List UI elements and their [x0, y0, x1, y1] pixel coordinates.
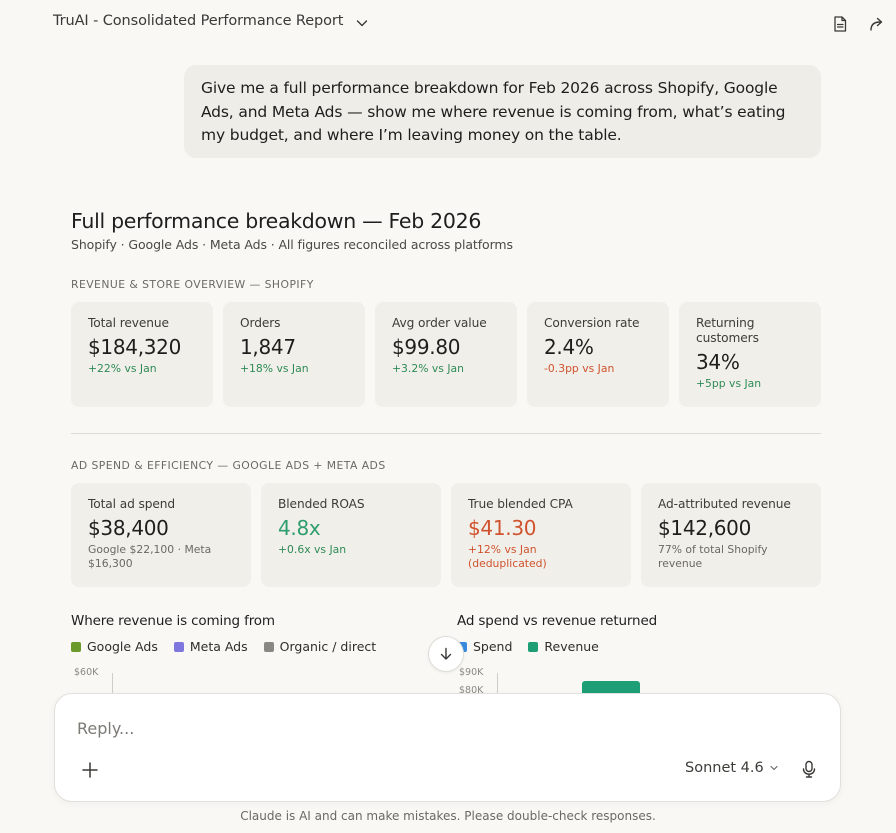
metric-delta: 77% of total Shopify revenue [658, 543, 768, 570]
metric-delta: +0.6x vs Jan [278, 543, 347, 556]
chevron-down-icon [770, 765, 778, 771]
model-name: Sonnet 4.6 [685, 760, 764, 776]
metric-label: True blended CPA [468, 497, 573, 511]
metric-value: 4.8x [278, 516, 321, 540]
metric-label: Avg order value [392, 316, 487, 330]
metric-card-blended-cpa: True blended CPA $41.30 +12% vs Jan (ded… [451, 483, 631, 587]
metric-card-total-ad-spend: Total ad spend $38,400 Google $22,100 · … [71, 483, 251, 587]
metric-delta: +12% vs Jan (deduplicated) [468, 543, 547, 570]
section-divider [71, 433, 821, 434]
legend-item-organic-direct: Organic / direct [263, 639, 377, 654]
arrow-down-icon [440, 647, 452, 660]
reply-input[interactable]: Reply... [77, 719, 135, 738]
user-message: Give me a full performance breakdown for… [184, 65, 821, 158]
metric-label: Orders [240, 316, 281, 330]
reply-composer[interactable]: Reply... Sonnet 4.6 [54, 693, 841, 802]
section-label-revenue: REVENUE & STORE OVERVIEW — SHOPIFY [71, 278, 314, 291]
chevron-down-icon[interactable] [355, 16, 369, 30]
legend-item-revenue: Revenue [528, 639, 599, 654]
metric-value: $142,600 [658, 516, 752, 540]
metric-value: 2.4% [544, 335, 594, 359]
microphone-icon[interactable] [799, 759, 819, 779]
top-bar: TruAI - Consolidated Performance Report [0, 0, 896, 46]
model-selector[interactable]: Sonnet 4.6 [685, 760, 780, 776]
metric-card-conversion-rate: Conversion rate 2.4% -0.3pp vs Jan [527, 302, 669, 407]
metric-delta: +22% vs Jan [88, 362, 157, 375]
y-axis-tick: $80K [459, 685, 484, 696]
metric-card-orders: Orders 1,847 +18% vs Jan [223, 302, 365, 407]
legend-item-meta-ads: Meta Ads [173, 639, 248, 654]
y-axis-line [497, 673, 498, 695]
metric-card-returning-customers: Returning customers 34% +5pp vs Jan [679, 302, 821, 407]
metric-card-aov: Avg order value $99.80 +3.2% vs Jan [375, 302, 517, 407]
legend-item-google-ads: Google Ads [71, 639, 158, 654]
legend-swatch [173, 641, 184, 652]
disclaimer-footer: Claude is AI and can make mistakes. Plea… [240, 809, 656, 823]
scroll-to-bottom-button[interactable] [428, 636, 464, 672]
legend-swatch [263, 641, 274, 652]
metric-label: Conversion rate [544, 316, 640, 330]
metric-value: $184,320 [88, 335, 182, 359]
metric-card-blended-roas: Blended ROAS 4.8x +0.6x vs Jan [261, 483, 441, 587]
plus-icon[interactable] [80, 760, 100, 780]
revenue-bar [582, 681, 640, 695]
y-axis-line [112, 673, 113, 695]
section-label-ad-spend: AD SPEND & EFFICIENCY — GOOGLE ADS + MET… [71, 459, 386, 472]
conversation-title[interactable]: TruAI - Consolidated Performance Report [53, 13, 344, 29]
chart-legend-spend-vs-revenue: Spend Revenue [457, 639, 615, 654]
metric-label: Total revenue [88, 316, 169, 330]
metric-card-total-revenue: Total revenue $184,320 +22% vs Jan [71, 302, 213, 407]
metric-delta: +18% vs Jan [240, 362, 309, 375]
share-icon[interactable] [868, 15, 886, 33]
metric-delta: +5pp vs Jan [696, 377, 762, 390]
chart-legend-revenue-sources: Google Ads Meta Ads Organic / direct [71, 639, 392, 654]
legend-label: Google Ads [87, 639, 158, 654]
legend-label: Spend [473, 639, 513, 654]
legend-label: Revenue [544, 639, 599, 654]
legend-swatch [71, 641, 81, 652]
metric-value: $38,400 [88, 516, 169, 540]
metric-value: 34% [696, 350, 740, 374]
metric-delta: +3.2% vs Jan [392, 362, 464, 375]
y-axis-tick: $90K [459, 667, 484, 678]
legend-swatch [528, 641, 539, 652]
document-icon[interactable] [831, 15, 849, 33]
report-subtitle: Shopify · Google Ads · Meta Ads · All fi… [71, 237, 513, 252]
y-axis-tick: $60K [74, 667, 99, 678]
chart-title-spend-vs-revenue: Ad spend vs revenue returned [457, 613, 658, 629]
report-title: Full performance breakdown — Feb 2026 [71, 209, 482, 233]
legend-label: Organic / direct [279, 639, 377, 654]
metric-label: Returning customers [696, 316, 759, 345]
metric-value: 1,847 [240, 335, 296, 359]
legend-item-spend: Spend [457, 639, 512, 654]
metric-delta: -0.3pp vs Jan [544, 362, 615, 375]
legend-label: Meta Ads [189, 639, 248, 654]
metric-label: Blended ROAS [278, 497, 365, 511]
metric-label: Ad-attributed revenue [658, 497, 791, 511]
metric-label: Total ad spend [88, 497, 176, 511]
metric-value: $99.80 [392, 335, 461, 359]
metric-card-ad-attributed-revenue: Ad-attributed revenue $142,600 77% of to… [641, 483, 821, 587]
chart-title-revenue-sources: Where revenue is coming from [71, 613, 275, 629]
metric-delta: Google $22,100 · Meta $16,300 [88, 543, 212, 570]
metric-value: $41.30 [468, 516, 537, 540]
